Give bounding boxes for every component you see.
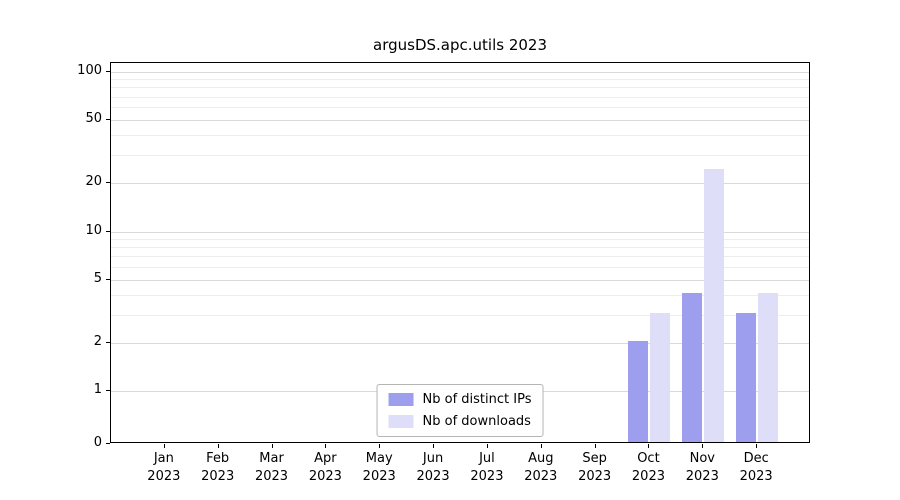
x-tick-mark <box>163 444 165 448</box>
legend: Nb of distinct IPs Nb of downloads <box>376 384 544 437</box>
x-tick-mark <box>379 444 381 448</box>
bar-distinct-ips <box>736 312 757 442</box>
gridline-major <box>111 279 809 281</box>
x-tick-label: Dec 2023 <box>739 451 773 484</box>
legend-item-distinct-ips: Nb of distinct IPs <box>388 392 532 407</box>
x-tick-label: May 2023 <box>362 451 396 484</box>
x-tick-label: Jul 2023 <box>470 451 504 484</box>
x-tick-mark <box>594 444 596 448</box>
legend-swatch-distinct-ips-icon <box>388 393 414 406</box>
y-tick-label: 5 <box>93 270 102 286</box>
bar-distinct-ips <box>682 292 703 442</box>
x-tick-label: Sep 2023 <box>578 451 612 484</box>
gridline-major <box>111 231 809 233</box>
x-tick-mark <box>486 444 488 448</box>
bar-downloads <box>650 312 671 442</box>
legend-swatch-downloads-icon <box>388 415 414 428</box>
y-tick-mark <box>106 182 110 184</box>
y-tick-mark <box>106 390 110 391</box>
bar-downloads <box>758 292 779 442</box>
y-tick-mark <box>106 278 110 280</box>
plot-area: Nb of distinct IPs Nb of downloads <box>110 62 810 443</box>
x-tick-label: Feb 2023 <box>201 451 235 484</box>
x-tick-label: Mar 2023 <box>254 451 289 484</box>
gridline-minor <box>111 79 809 81</box>
y-tick-label: 50 <box>85 111 102 126</box>
x-tick-mark <box>756 444 758 448</box>
y-tick-mark <box>106 71 110 72</box>
gridline-minor <box>111 87 809 89</box>
x-tick-label: Apr 2023 <box>308 451 342 484</box>
gridline-major <box>111 72 809 73</box>
gridline-major <box>111 342 809 344</box>
y-tick-mark <box>106 119 110 120</box>
gridline-minor <box>111 294 809 296</box>
gridline-minor <box>111 96 809 98</box>
y-tick-label: 10 <box>85 222 102 238</box>
gridline-minor <box>111 238 809 240</box>
legend-label-distinct-ips: Nb of distinct IPs <box>422 392 532 407</box>
x-tick-mark <box>648 444 650 448</box>
y-tick-label: 1 <box>93 382 102 397</box>
bar-downloads <box>704 168 725 442</box>
gridline-minor <box>111 135 809 137</box>
y-tick-label: 100 <box>77 63 102 78</box>
x-tick-label: Oct 2023 <box>631 451 665 484</box>
x-tick-label: Jun 2023 <box>416 451 450 484</box>
x-tick-label: Aug 2023 <box>524 451 558 484</box>
y-tick-mark <box>106 230 110 232</box>
gridline-minor <box>111 314 809 316</box>
bar-distinct-ips <box>628 341 649 442</box>
gridline-minor <box>111 266 809 268</box>
y-tick-label: 20 <box>85 174 102 190</box>
legend-item-downloads: Nb of downloads <box>388 414 532 429</box>
y-tick-mark <box>106 443 110 444</box>
gridline-major <box>111 183 809 185</box>
gridline-minor <box>111 246 809 248</box>
x-tick-mark <box>271 444 273 448</box>
gridline-minor <box>111 155 809 157</box>
y-tick-label: 2 <box>93 333 102 349</box>
y-tick-mark <box>106 341 110 343</box>
chart-title: argusDS.apc.utils 2023 <box>373 36 547 54</box>
x-tick-mark <box>217 444 219 448</box>
x-tick-label: Jan 2023 <box>147 451 181 484</box>
x-tick-mark <box>325 444 327 448</box>
x-tick-mark <box>540 444 542 448</box>
legend-label-downloads: Nb of downloads <box>422 414 531 429</box>
gridline-minor <box>111 107 809 109</box>
gridline-minor <box>111 256 809 258</box>
x-tick-mark <box>702 444 704 448</box>
gridline-major <box>111 120 809 121</box>
x-tick-label: Nov 2023 <box>685 451 719 484</box>
y-tick-label: 0 <box>93 435 102 450</box>
x-tick-mark <box>433 444 435 448</box>
